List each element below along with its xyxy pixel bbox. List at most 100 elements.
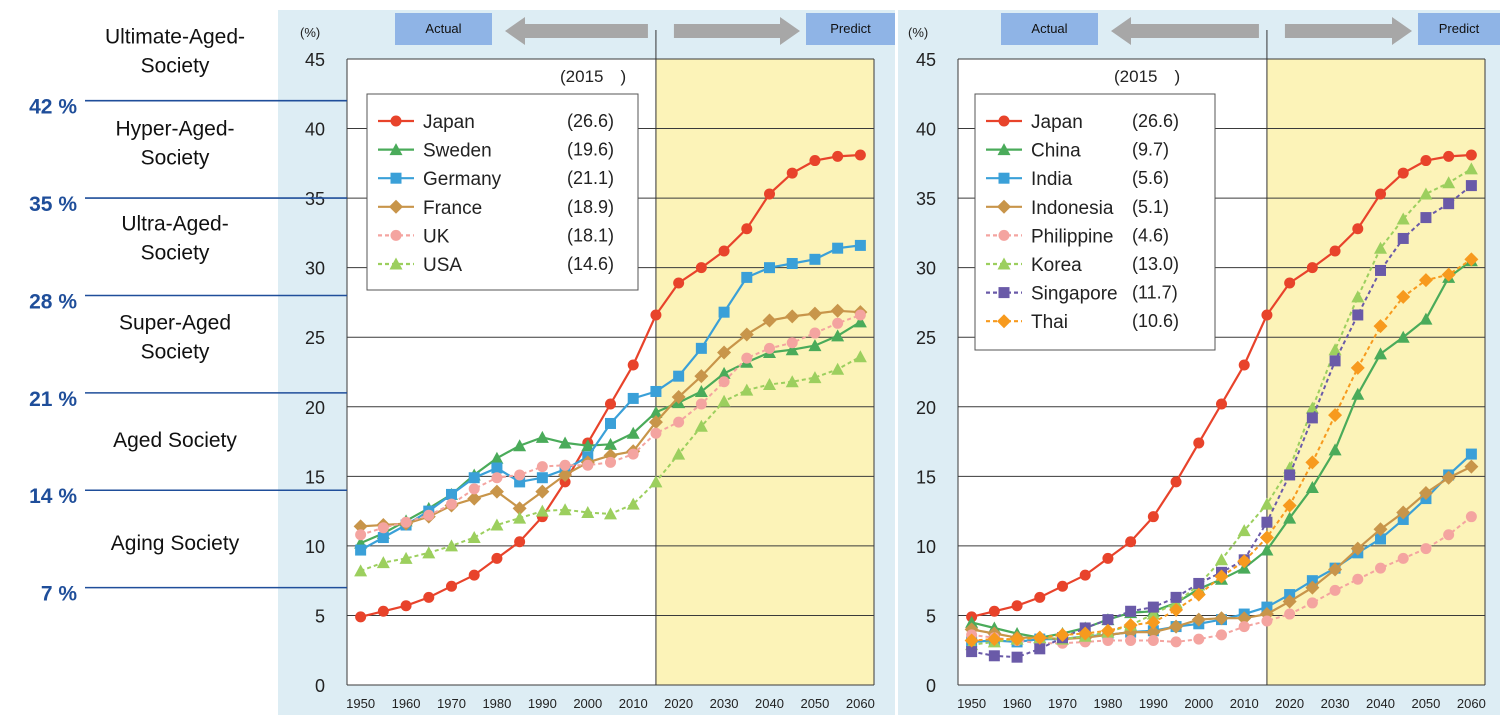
- data-point: [1464, 459, 1479, 474]
- data-point: [1100, 623, 1115, 638]
- data-point: [1465, 448, 1477, 460]
- legend-box: [366, 93, 639, 291]
- stage-label: Society: [141, 341, 210, 364]
- data-point: [1191, 587, 1206, 602]
- data-point: [1146, 607, 1160, 620]
- data-point: [718, 245, 730, 257]
- data-point: [695, 262, 707, 274]
- data-point: [468, 483, 480, 495]
- data-point: [673, 416, 685, 428]
- data-point: [1306, 412, 1318, 424]
- y-tick-label: 15: [916, 467, 936, 487]
- data-point: [1170, 476, 1182, 488]
- x-tick-label: 2010: [1230, 696, 1259, 711]
- data-point: [854, 309, 866, 321]
- x-tick-label: 1990: [528, 696, 557, 711]
- legend-marker: [998, 229, 1010, 241]
- data-point: [1352, 573, 1364, 585]
- data-point: [1351, 290, 1365, 303]
- data-point: [626, 497, 640, 510]
- data-point: [400, 516, 412, 528]
- data-point: [513, 439, 527, 452]
- x-tick-label: 2030: [1321, 696, 1350, 711]
- data-point: [1375, 264, 1387, 276]
- x-tick-label: 1960: [392, 696, 421, 711]
- legend: Japan (26.6) Sweden (19.6) Germany (21.1) Fran…: [366, 93, 639, 291]
- data-point: [1397, 232, 1409, 244]
- data-point: [422, 546, 436, 559]
- data-point: [785, 343, 799, 356]
- data-point: [1305, 580, 1320, 595]
- data-point: [695, 398, 707, 410]
- data-point: [514, 476, 526, 488]
- data-point: [1216, 398, 1227, 410]
- chart-1: 0 5 10 15 20 25 30 35 40 45 1950 1960 1970 1980 1990 20…: [278, 10, 895, 715]
- data-point: [445, 488, 457, 500]
- data-point: [1170, 636, 1182, 648]
- legend-marker: [997, 143, 1011, 156]
- stage-label: Ultimate-Aged-: [105, 26, 245, 49]
- legend-value: (9.7): [1132, 140, 1169, 160]
- legend-marker: [997, 257, 1011, 270]
- legend-marker: [390, 172, 402, 184]
- y-tick-label: 25: [916, 328, 936, 348]
- data-point: [1284, 277, 1296, 289]
- data-point: [1397, 552, 1409, 564]
- data-point: [1034, 591, 1046, 603]
- arrow-left-icon: [1111, 17, 1259, 45]
- y-tick-label: 35: [916, 189, 936, 209]
- data-point: [1443, 529, 1455, 541]
- data-point: [1125, 536, 1137, 548]
- legend-marker: [389, 143, 403, 156]
- arrow-left-icon: [505, 17, 648, 45]
- data-point: [1442, 176, 1456, 189]
- data-point: [1328, 443, 1342, 456]
- arrow-right-icon: [673, 17, 800, 45]
- series-uk: [355, 309, 866, 541]
- data-point: [1034, 643, 1046, 655]
- y-tick-label: 35: [305, 189, 325, 209]
- data-point: [966, 646, 978, 658]
- data-point: [1283, 511, 1297, 524]
- data-point: [1261, 309, 1273, 321]
- data-point: [1170, 591, 1182, 603]
- data-point: [988, 605, 1000, 617]
- y-axis-unit: (%): [300, 25, 320, 40]
- data-point: [1260, 497, 1274, 510]
- data-point: [1375, 533, 1387, 545]
- data-point: [1147, 511, 1159, 523]
- data-point: [648, 415, 663, 430]
- data-point: [786, 257, 798, 269]
- x-tick-label: 2000: [573, 696, 602, 711]
- legend-box: [974, 93, 1216, 351]
- threshold-label: 21 %: [29, 388, 77, 411]
- legend-label: Singapore: [1031, 284, 1118, 305]
- data-point: [355, 611, 367, 623]
- data-point: [786, 337, 798, 349]
- data-point: [1147, 601, 1159, 613]
- legend-label: France: [423, 198, 482, 219]
- data-point: [809, 253, 821, 265]
- y-tick-label: 0: [315, 676, 325, 696]
- stage-label: Society: [141, 55, 210, 78]
- x-tick-label: 2060: [846, 696, 875, 711]
- data-point: [376, 556, 390, 569]
- legend-marker: [998, 172, 1010, 184]
- data-point: [1237, 524, 1251, 537]
- data-point: [1329, 355, 1341, 367]
- legend-value: (26.6): [567, 111, 614, 131]
- legend-value: (21.1): [567, 168, 614, 188]
- data-point: [673, 277, 685, 289]
- stage-label: Hyper-Aged-: [115, 118, 234, 141]
- stage-label: Society: [141, 147, 210, 170]
- legend-value: (26.6): [1132, 111, 1179, 131]
- data-point: [762, 313, 777, 328]
- data-point: [1146, 625, 1161, 640]
- legend-value: (19.6): [567, 140, 614, 160]
- legend-label: India: [1031, 169, 1073, 190]
- data-point: [489, 484, 504, 499]
- data-point: [581, 439, 595, 452]
- data-point: [1375, 188, 1387, 200]
- data-point: [832, 242, 844, 254]
- x-tick-label: 1980: [482, 696, 511, 711]
